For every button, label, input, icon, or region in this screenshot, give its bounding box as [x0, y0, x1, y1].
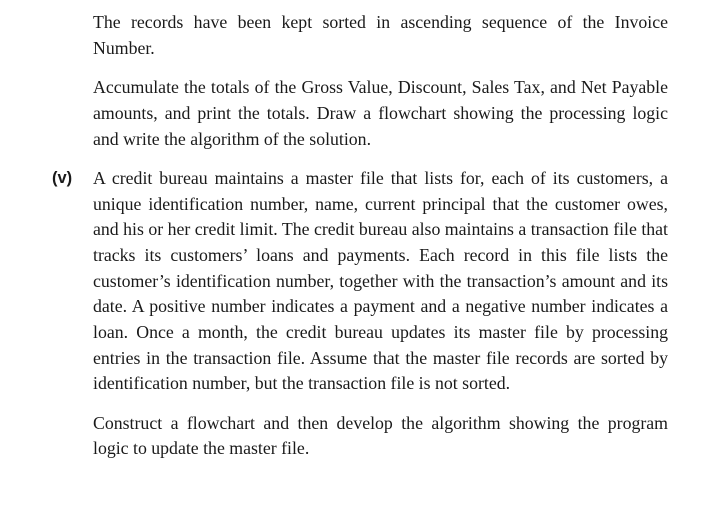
list-item-v: (v) A credit bureau maintains a master f… [93, 166, 668, 462]
page-content: The records have been kept sorted in asc… [0, 0, 720, 496]
paragraph-records-sorted: The records have been kept sorted in asc… [93, 10, 668, 61]
paragraph-credit-bureau: A credit bureau maintains a master file … [93, 166, 668, 397]
list-item-marker: (v) [52, 166, 72, 192]
paragraph-accumulate-totals: Accumulate the totals of the Gross Value… [93, 75, 668, 152]
paragraph-construct-flowchart: Construct a flowchart and then develop t… [93, 411, 668, 462]
continuation-block: The records have been kept sorted in asc… [93, 10, 668, 152]
